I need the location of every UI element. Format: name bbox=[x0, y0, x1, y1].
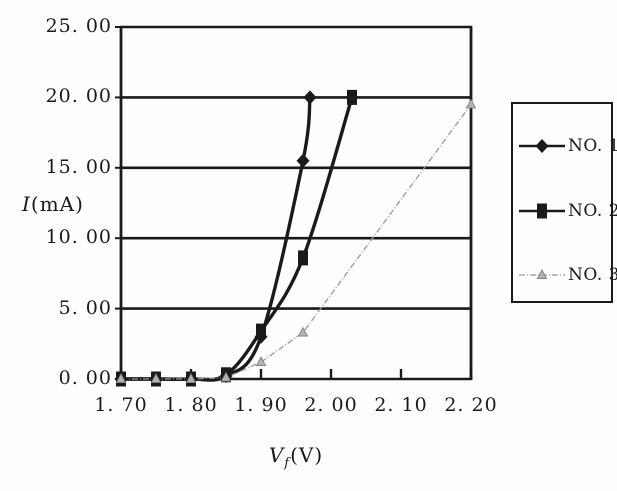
x-tick-label: 2. 10 bbox=[374, 394, 428, 416]
triangle-marker bbox=[255, 356, 267, 367]
x-axis-title: Vf(V) bbox=[121, 443, 471, 471]
square-marker bbox=[256, 323, 266, 339]
x-axis-symbol: V bbox=[268, 443, 285, 467]
triangle-marker bbox=[150, 373, 162, 383]
series-line-3 bbox=[121, 104, 472, 380]
diamond-marker bbox=[296, 153, 310, 168]
legend-item-3: NO. 3 bbox=[518, 265, 617, 285]
legend-item-1: NO. 1 bbox=[518, 136, 617, 156]
triangle-legend-icon bbox=[519, 269, 565, 279]
x-tick-label: 2. 00 bbox=[304, 394, 358, 416]
diamond-legend-icon bbox=[519, 139, 565, 153]
y-tick-label: 15. 00 bbox=[45, 155, 112, 178]
legend-label: NO. 2 bbox=[568, 200, 617, 221]
triangle-marker bbox=[115, 373, 127, 383]
x-tick-label: 2. 20 bbox=[444, 394, 498, 416]
y-axis-unit: (mA) bbox=[30, 192, 84, 216]
triangle-marker bbox=[185, 373, 197, 383]
square-marker bbox=[347, 89, 357, 105]
x-axis-unit: (V) bbox=[290, 443, 324, 467]
y-tick-label: 5. 00 bbox=[58, 296, 112, 319]
square-legend-icon bbox=[519, 203, 565, 218]
x-tick-label: 1. 90 bbox=[234, 394, 288, 416]
y-axis-symbol: I bbox=[22, 192, 31, 216]
square-marker bbox=[298, 250, 308, 266]
triangle-marker bbox=[220, 371, 232, 382]
y-tick-label: 20. 00 bbox=[45, 85, 112, 108]
legend-item-2: NO. 2 bbox=[518, 201, 617, 221]
x-tick-label: 1. 80 bbox=[164, 394, 218, 416]
y-tick-label: 0. 00 bbox=[58, 367, 112, 389]
legend: NO. 1 NO. 2 NO. 3 bbox=[511, 102, 617, 303]
x-axis-subscript: f bbox=[284, 456, 291, 471]
triangle-marker bbox=[297, 326, 309, 337]
y-tick-label: 10. 00 bbox=[45, 226, 112, 249]
triangle-marker bbox=[465, 98, 477, 109]
x-tick-label: 1. 70 bbox=[94, 394, 148, 416]
diamond-marker bbox=[303, 90, 317, 105]
legend-label: NO. 1 bbox=[568, 136, 617, 156]
y-tick-label: 25. 00 bbox=[45, 15, 112, 37]
y-axis-title: I(mA) bbox=[22, 192, 84, 216]
legend-label: NO. 3 bbox=[568, 265, 617, 285]
